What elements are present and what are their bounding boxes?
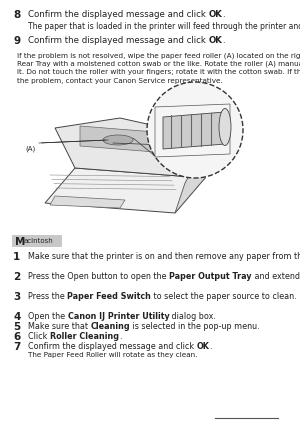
Polygon shape (163, 112, 225, 149)
Text: Rear Tray with a moistened cotton swab or the like. Rotate the roller (A) manual: Rear Tray with a moistened cotton swab o… (17, 60, 300, 67)
Text: OK: OK (196, 342, 209, 351)
Text: Make sure that the printer is on and then remove any paper from the: Make sure that the printer is on and the… (28, 252, 300, 261)
Text: M: M (15, 237, 26, 247)
Text: .: . (209, 342, 212, 351)
Text: The paper that is loaded in the printer will feed through the printer and be eje: The paper that is loaded in the printer … (28, 22, 300, 31)
Text: the problem, contact your Canon Service representative.: the problem, contact your Canon Service … (17, 77, 223, 83)
Text: Click: Click (28, 332, 50, 341)
Text: OK: OK (208, 36, 223, 45)
Text: (A): (A) (25, 145, 35, 151)
Text: Paper Output Tray: Paper Output Tray (169, 272, 252, 281)
Polygon shape (80, 126, 155, 152)
Polygon shape (55, 118, 210, 178)
Polygon shape (45, 168, 205, 213)
Polygon shape (175, 138, 210, 213)
Text: 3: 3 (13, 292, 20, 302)
Text: and extend the: and extend the (252, 272, 300, 281)
FancyBboxPatch shape (12, 235, 62, 247)
Text: Roller Cleaning: Roller Cleaning (50, 332, 119, 341)
Circle shape (147, 82, 243, 178)
Text: Confirm the displayed message and click: Confirm the displayed message and click (28, 36, 208, 45)
Text: 6: 6 (13, 332, 20, 342)
Text: 4: 4 (13, 312, 20, 322)
Polygon shape (50, 196, 125, 208)
Text: .: . (223, 36, 225, 45)
Text: If the problem is not resolved, wipe the paper feed roller (A) located on the ri: If the problem is not resolved, wipe the… (17, 52, 300, 59)
Text: Confirm the displayed message and click: Confirm the displayed message and click (28, 342, 197, 351)
Text: Press the Open button to open the: Press the Open button to open the (28, 272, 169, 281)
Text: Press the: Press the (28, 292, 67, 301)
Text: OK: OK (208, 10, 223, 19)
Text: .: . (223, 10, 225, 19)
Text: 7: 7 (13, 342, 20, 352)
Text: .: . (119, 332, 122, 341)
Ellipse shape (103, 135, 133, 145)
Text: The Paper Feed Roller will rotate as they clean.: The Paper Feed Roller will rotate as the… (28, 352, 197, 358)
Text: Make sure that: Make sure that (28, 322, 91, 331)
Text: Cleaning: Cleaning (91, 322, 130, 331)
Text: acintosh: acintosh (24, 238, 54, 244)
Ellipse shape (219, 108, 231, 145)
Text: dialog box.: dialog box. (169, 312, 216, 321)
Text: 2: 2 (13, 272, 20, 282)
Text: 1: 1 (13, 252, 20, 262)
Text: Confirm the displayed message and click: Confirm the displayed message and click (28, 10, 208, 19)
Text: to select the paper source to clean.: to select the paper source to clean. (151, 292, 297, 301)
Text: Paper Feed Switch: Paper Feed Switch (67, 292, 151, 301)
Text: is selected in the pop-up menu.: is selected in the pop-up menu. (130, 322, 260, 331)
Text: 5: 5 (13, 322, 20, 332)
Text: Open the: Open the (28, 312, 68, 321)
Text: 8: 8 (13, 10, 20, 20)
Text: 9: 9 (13, 36, 20, 46)
Text: Canon IJ Printer Utility: Canon IJ Printer Utility (68, 312, 170, 321)
Text: it. Do not touch the roller with your fingers; rotate it with the cotton swab. I: it. Do not touch the roller with your fi… (17, 69, 300, 75)
